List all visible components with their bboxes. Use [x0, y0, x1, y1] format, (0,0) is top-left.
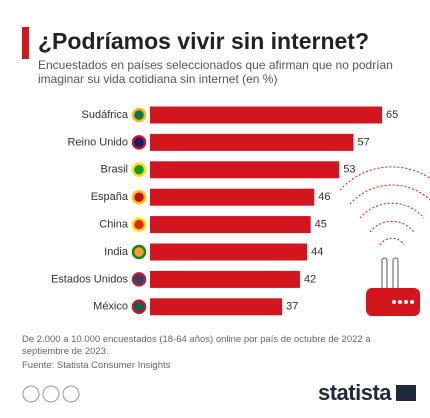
flag-icon — [131, 107, 147, 123]
category-label: Estados Unidos — [51, 273, 129, 285]
bar — [150, 188, 315, 206]
chart-subtitle: Encuestados en países seleccionados que … — [38, 58, 393, 86]
value-label: 42 — [304, 273, 316, 285]
logo: statista — [318, 380, 417, 406]
wifi-arc — [379, 237, 405, 246]
flag-icon — [131, 299, 147, 315]
source: Fuente: Statista Consumer Insights — [22, 360, 171, 371]
bar — [150, 243, 308, 261]
icon — [22, 385, 40, 403]
logo-mark — [396, 385, 417, 401]
flag-icon — [131, 244, 147, 260]
category-label: Sudáfrica — [82, 109, 129, 121]
bar — [150, 298, 283, 316]
value-label: 53 — [343, 164, 355, 176]
value-label: 37 — [286, 301, 298, 313]
chart: Sudáfrica 65 Reino Unido 57 Brasil 53 España 46… — [51, 106, 430, 316]
category-label: Brasil — [100, 164, 128, 176]
value-label: 45 — [315, 219, 327, 231]
logo-text: statista — [318, 380, 392, 405]
router — [366, 257, 420, 316]
flag-icon — [131, 217, 147, 232]
bar — [150, 161, 340, 179]
wifi-arc — [349, 184, 430, 205]
category-label: China — [99, 219, 129, 231]
value-label: 65 — [386, 109, 398, 121]
bar — [150, 270, 300, 288]
title-accent — [22, 27, 29, 59]
wifi-arc — [359, 202, 425, 219]
flag-icon — [131, 272, 147, 287]
category-label: Reino Unido — [67, 136, 128, 148]
category-label: India — [104, 246, 129, 258]
footnote: De 2.000 a 10.000 encuestados (18-64 año… — [22, 334, 371, 357]
wifi-arc — [369, 220, 415, 233]
router-illustration — [339, 166, 430, 246]
category-label: México — [93, 301, 128, 313]
value-label: 46 — [318, 191, 330, 203]
license-icons — [22, 385, 80, 403]
flag-icon — [131, 189, 147, 205]
antenna — [381, 257, 388, 291]
antenna — [392, 257, 399, 291]
value-label: 44 — [311, 246, 323, 258]
bar — [150, 216, 311, 234]
flag-icon — [131, 135, 147, 150]
flag-icon — [131, 162, 147, 178]
icon — [42, 385, 60, 403]
icon — [62, 385, 80, 403]
category-label: España — [91, 191, 129, 203]
bar — [150, 106, 383, 124]
value-label: 57 — [357, 136, 369, 148]
bar — [150, 133, 354, 151]
chart-title: ¿Podríamos vivir sin internet? — [38, 28, 370, 54]
